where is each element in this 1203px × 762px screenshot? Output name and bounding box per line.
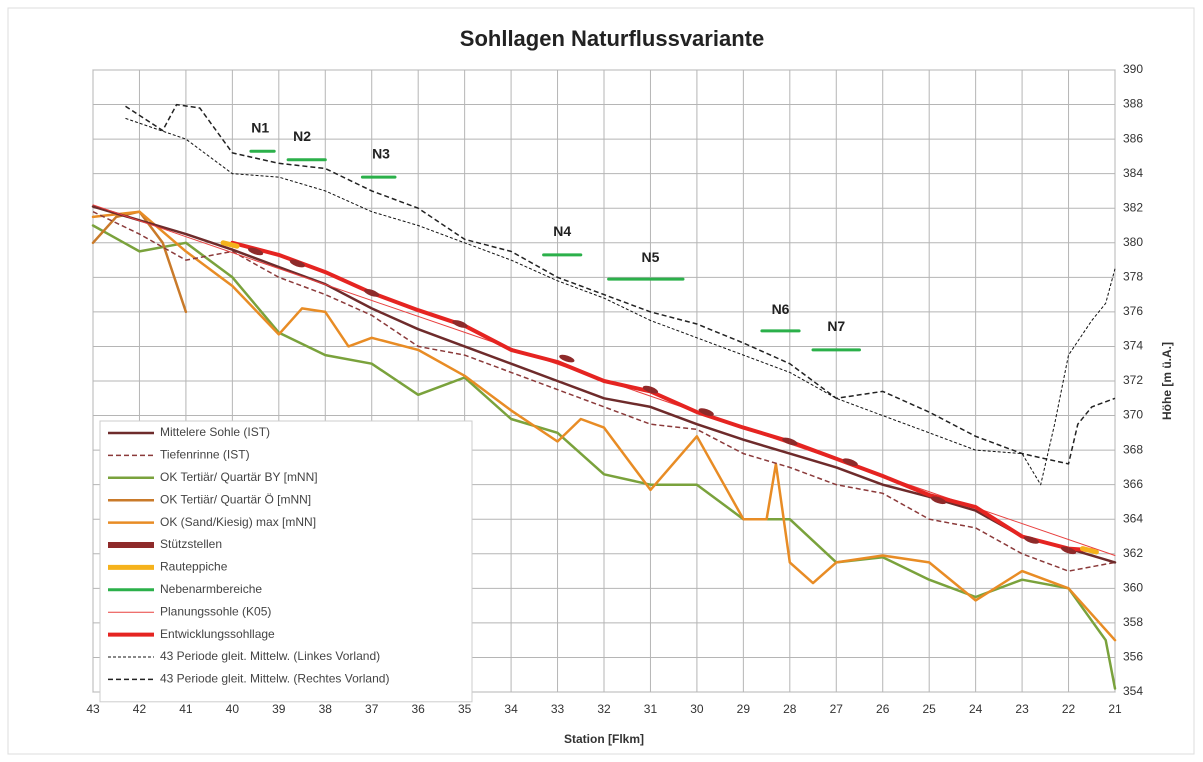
x-tick-label: 42 xyxy=(133,702,147,716)
y-tick-label: 360 xyxy=(1123,581,1143,595)
x-tick-label: 30 xyxy=(690,702,704,716)
y-tick-label: 364 xyxy=(1123,511,1143,525)
y-tick-label: 362 xyxy=(1123,546,1143,560)
annotation: N2 xyxy=(293,128,311,144)
legend-label: Stützstellen xyxy=(160,537,222,551)
y-tick-label: 372 xyxy=(1123,373,1143,387)
annotation: N5 xyxy=(642,249,660,265)
x-tick-label: 22 xyxy=(1062,702,1076,716)
annotation: N4 xyxy=(553,223,571,239)
chart-title: Sohllagen Naturflussvariante xyxy=(460,26,764,51)
support-point xyxy=(452,320,468,328)
series-line xyxy=(91,210,1117,642)
legend-label: Tiefenrinne (IST) xyxy=(160,448,250,462)
support-point xyxy=(642,385,659,394)
y-tick-label: 358 xyxy=(1123,615,1143,629)
y-tick-label: 378 xyxy=(1123,270,1143,284)
y-tick-label: 390 xyxy=(1123,62,1143,76)
y-tick-label: 368 xyxy=(1123,442,1143,456)
y-tick-label: 384 xyxy=(1123,166,1143,180)
x-tick-label: 34 xyxy=(504,702,518,716)
legend-label: OK (Sand/Kiesig) max [mNN] xyxy=(160,515,316,529)
x-tick-label: 32 xyxy=(597,702,611,716)
series-line xyxy=(220,240,1099,555)
y-axis-label: Höhe [m ü.A.] xyxy=(1160,342,1174,420)
y-tick-label: 376 xyxy=(1123,304,1143,318)
y-tick-label: 386 xyxy=(1123,131,1143,145)
support-point xyxy=(247,247,264,256)
legend-label: Rauteppiche xyxy=(160,560,228,574)
x-tick-label: 26 xyxy=(876,702,890,716)
x-tick-label: 23 xyxy=(1015,702,1029,716)
support-point xyxy=(289,259,306,268)
x-tick-label: 36 xyxy=(412,702,426,716)
x-tick-label: 21 xyxy=(1108,702,1122,716)
y-tick-label: 374 xyxy=(1123,339,1143,353)
x-tick-label: 33 xyxy=(551,702,565,716)
series-line xyxy=(92,211,1116,572)
x-tick-label: 24 xyxy=(969,702,983,716)
support-point xyxy=(842,458,858,467)
y-tick-label: 366 xyxy=(1123,477,1143,491)
legend-box xyxy=(99,420,473,703)
x-tick-label: 35 xyxy=(458,702,472,716)
series-line xyxy=(230,240,1094,553)
x-tick-label: 38 xyxy=(319,702,333,716)
x-tick-label: 39 xyxy=(272,702,286,716)
annotation: N6 xyxy=(772,301,790,317)
x-tick-label: 29 xyxy=(737,702,751,716)
y-tick-label: 388 xyxy=(1123,97,1143,111)
support-point xyxy=(1023,536,1040,544)
legend-label: 43 Periode gleit. Mittelw. (Rechtes Vorl… xyxy=(160,672,389,686)
series-line xyxy=(249,149,861,352)
x-axis-label: Station [Flkm] xyxy=(564,732,644,746)
annotation: N7 xyxy=(827,318,845,334)
y-tick-label: 354 xyxy=(1123,684,1143,698)
support-point xyxy=(698,408,714,416)
x-tick-label: 28 xyxy=(783,702,797,716)
annotation: N3 xyxy=(372,145,390,161)
x-tick-label: 37 xyxy=(365,702,379,716)
legend-label: Planungssohle (K05) xyxy=(160,604,271,618)
legend-label: Entwicklungssohllage xyxy=(160,627,275,641)
support-point xyxy=(930,496,947,505)
support-point xyxy=(364,289,380,297)
series-line xyxy=(125,117,1116,486)
y-tick-label: 380 xyxy=(1123,235,1143,249)
x-tick-label: 27 xyxy=(830,702,844,716)
y-tick-label: 356 xyxy=(1123,650,1143,664)
support-point xyxy=(782,437,798,446)
support-point xyxy=(1060,546,1077,555)
x-tick-label: 25 xyxy=(923,702,937,716)
y-tick-label: 370 xyxy=(1123,408,1143,422)
legend-label: 43 Periode gleit. Mittelw. (Linkes Vorla… xyxy=(160,649,380,663)
legend-label: Mittelere Sohle (IST) xyxy=(160,425,270,439)
x-tick-label: 31 xyxy=(644,702,658,716)
legend-label: OK Tertiär/ Quartär BY [mNN] xyxy=(160,470,318,484)
x-tick-label: 43 xyxy=(86,702,100,716)
legend-label: Nebenarmbereiche xyxy=(160,582,262,596)
support-point xyxy=(559,354,575,363)
x-tick-label: 40 xyxy=(226,702,240,716)
annotation: N1 xyxy=(251,119,269,135)
x-tick-label: 41 xyxy=(179,702,193,716)
y-tick-label: 382 xyxy=(1123,200,1143,214)
legend-label: OK Tertiär/ Quartär Ö [mNN] xyxy=(160,492,311,506)
series-line xyxy=(125,103,1116,465)
